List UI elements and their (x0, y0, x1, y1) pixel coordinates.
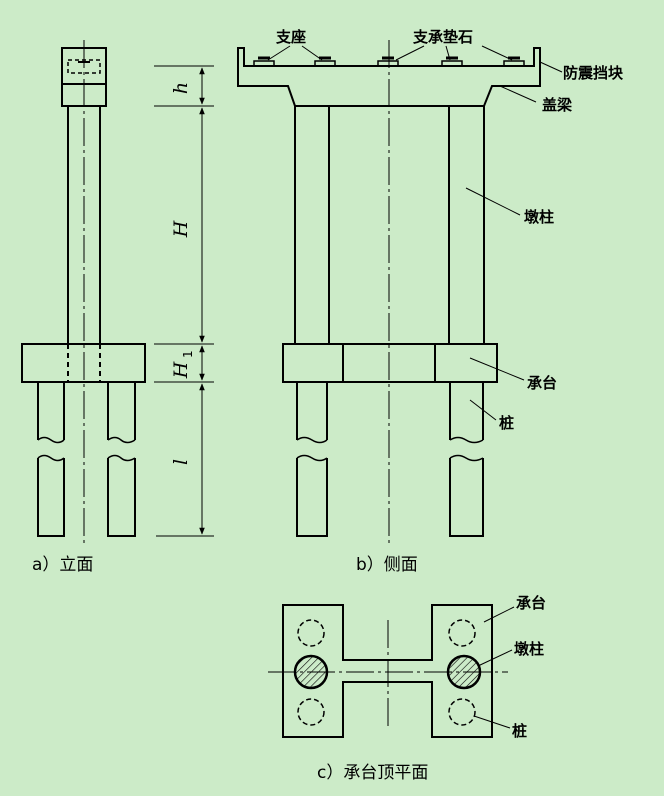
elevation-pile-cap (21, 343, 146, 383)
plan-label-pile: 桩 (512, 722, 527, 740)
elevation-dimensions (154, 65, 214, 537)
caption-elevation: a）立面 (32, 555, 93, 575)
side-view: 支座 支承垫石 防震挡块 盖梁 墩柱 承台 桩 b）侧面 (237, 28, 624, 575)
label-bearing: 支座 (275, 28, 306, 46)
plan-label-pier-column: 墩柱 (514, 640, 544, 658)
side-pile-cap (282, 343, 498, 383)
side-piles (296, 382, 484, 537)
dim-H1-subscript: 1 (181, 350, 195, 358)
label-pier-column: 墩柱 (524, 208, 554, 226)
plan-column-left (293, 654, 329, 690)
plan-pile-cap-outline (282, 604, 493, 738)
plan-piles (297, 619, 476, 726)
side-column-right (448, 105, 485, 345)
label-seismic-block: 防震挡块 (563, 64, 624, 82)
label-pile-cap: 承台 (527, 374, 557, 392)
elevation-view: h H H 1 l a）立面 (21, 40, 214, 575)
label-pile: 桩 (499, 414, 514, 432)
dim-l: l (170, 459, 192, 465)
plan-view: 承台 墩柱 桩 c）承台顶平面 (268, 594, 546, 783)
plan-label-pile-cap: 承台 (516, 594, 546, 612)
plan-column-right (446, 654, 482, 690)
dim-H: H (170, 220, 192, 238)
bearings (253, 56, 525, 67)
caption-plan: c）承台顶平面 (317, 763, 428, 783)
label-bearing-pad: 支承垫石 (412, 28, 473, 46)
label-cap-beam: 盖梁 (542, 96, 573, 114)
elevation-piles (37, 382, 136, 537)
dim-h: h (170, 82, 192, 94)
side-column-left (294, 105, 330, 345)
side-cap-beam (237, 47, 541, 107)
caption-side: b）侧面 (356, 555, 418, 575)
dim-H1: H (170, 361, 192, 379)
